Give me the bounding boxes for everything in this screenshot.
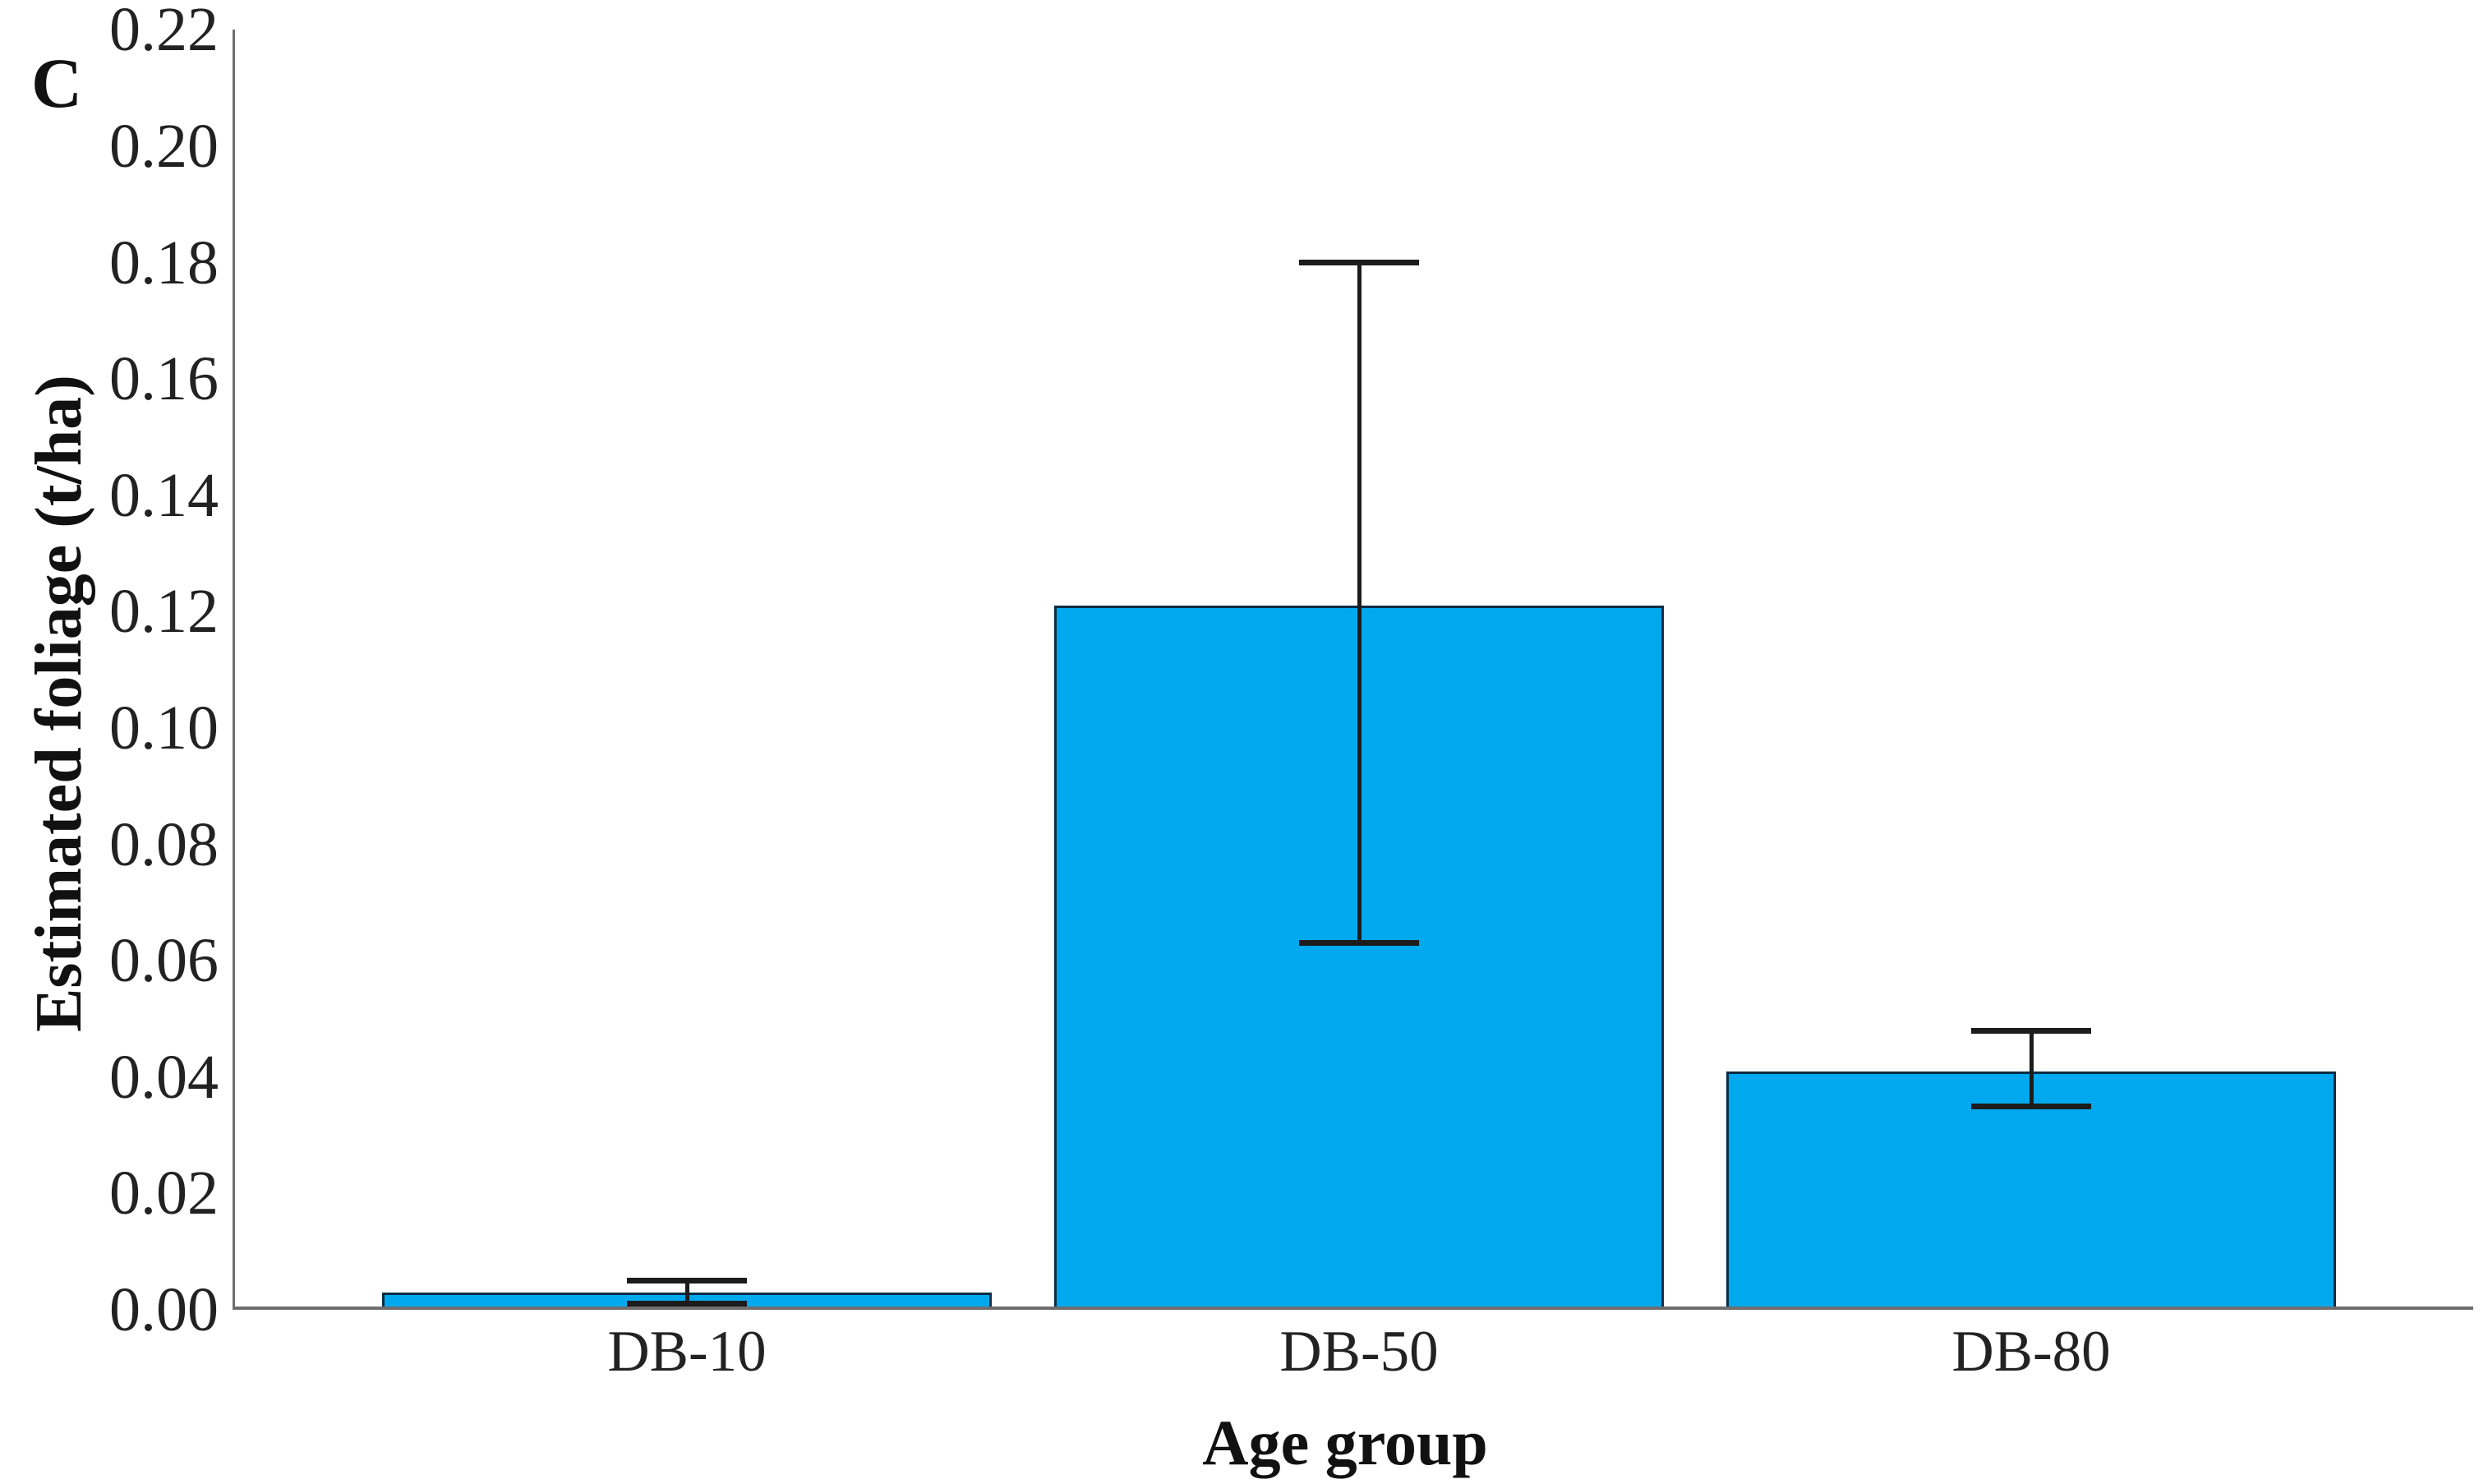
error-bar-stem: [2029, 1030, 2034, 1107]
y-tick-label: 0.20: [109, 112, 219, 181]
error-bar-cap-upper: [627, 1278, 747, 1284]
x-tick-label-db-50: DB-50: [1279, 1320, 1439, 1384]
error-bar-cap-lower: [1971, 1103, 2091, 1109]
y-tick-label: 0.08: [109, 809, 219, 879]
y-tick-label: 0.10: [109, 694, 219, 763]
y-tick-label: 0.22: [109, 0, 219, 65]
error-bar-cap-lower: [627, 1301, 747, 1307]
y-tick-label: 0.00: [109, 1275, 219, 1344]
y-axis-line: [233, 30, 235, 1310]
x-tick-label-db-10: DB-10: [607, 1320, 767, 1384]
error-bar-stem: [1357, 262, 1361, 943]
panel-label: C: [31, 44, 83, 122]
y-tick-label: 0.06: [109, 926, 219, 996]
y-tick-label: 0.12: [109, 577, 219, 647]
error-bar-cap-upper: [1299, 260, 1419, 266]
y-tick-label: 0.16: [109, 344, 219, 414]
y-tick-label: 0.14: [109, 460, 219, 530]
y-tick-label: 0.04: [109, 1042, 219, 1112]
error-bar-cap-upper: [1971, 1027, 2091, 1034]
x-axis-line: [233, 1307, 2473, 1310]
error-bar-stem: [684, 1280, 689, 1304]
error-bar-cap-lower: [1299, 940, 1419, 947]
x-tick-label-db-80: DB-80: [1951, 1320, 2111, 1384]
x-axis-title: Age group: [1202, 1407, 1488, 1478]
y-tick-label: 0.02: [109, 1159, 219, 1228]
y-tick-label: 0.18: [109, 228, 219, 297]
